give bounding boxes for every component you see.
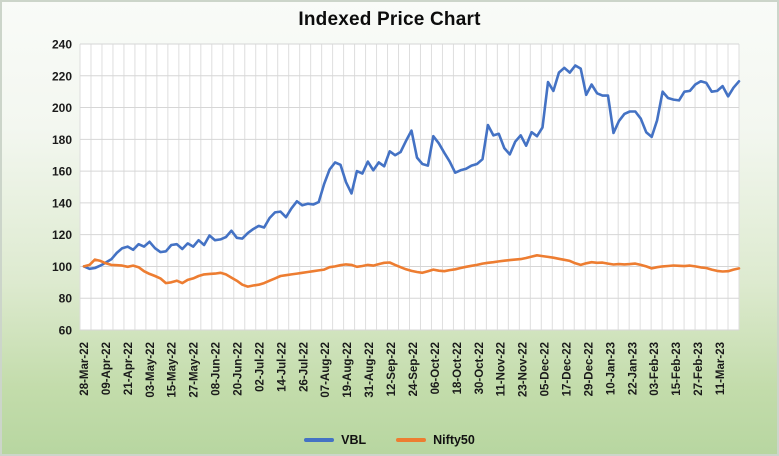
y-tick-label: 140 (52, 196, 72, 210)
x-tick-label: 15-Feb-23 (671, 342, 683, 396)
series-line-nifty50 (82, 254, 741, 288)
x-tick-label: 14-Jul-22 (276, 342, 288, 392)
x-tick-label: 30-Oct-22 (474, 342, 486, 394)
x-tick-label: 03-May-22 (145, 342, 157, 398)
x-tick-label: 05-Dec-22 (540, 342, 552, 396)
x-tick-label: 20-Jun-22 (233, 342, 245, 396)
x-tick-label: 26-Jul-22 (298, 342, 310, 392)
x-tick-label: 27-Feb-23 (693, 342, 705, 396)
chart-legend: VBL Nifty50 (0, 433, 779, 447)
y-tick-label: 180 (52, 133, 72, 147)
x-tick-label: 09-Apr-22 (101, 342, 113, 395)
x-tick-label: 12-Sep-22 (386, 342, 398, 396)
y-tick-label: 100 (52, 260, 72, 274)
chart-title: Indexed Price Chart (298, 9, 481, 30)
x-tick-label: 19-Aug-22 (342, 342, 354, 398)
x-tick-label: 15-May-22 (167, 342, 179, 398)
legend-item-nifty50: Nifty50 (396, 433, 475, 447)
x-tick-label: 24-Sep-22 (408, 342, 420, 396)
x-tick-label: 31-Aug-22 (364, 342, 376, 398)
legend-label-nifty50: Nifty50 (433, 433, 475, 447)
vbl-line-swatch (304, 438, 335, 442)
x-tick-label: 22-Jan-23 (627, 342, 639, 395)
y-tick-label: 60 (59, 324, 73, 338)
x-tick-label: 10-Jan-23 (605, 342, 617, 395)
y-tick-label: 200 (52, 101, 72, 115)
x-tick-label: 23-Nov-22 (518, 342, 530, 397)
x-tick-label: 07-Aug-22 (320, 342, 332, 398)
x-tick-label: 11-Mar-23 (715, 342, 727, 395)
x-tick-label: 21-Apr-22 (123, 342, 135, 395)
nifty50-line-swatch (396, 438, 427, 442)
y-tick-label: 120 (52, 228, 72, 242)
y-tick-label: 220 (52, 69, 72, 83)
x-tick-label: 03-Feb-23 (649, 342, 661, 396)
x-tick-label: 17-Dec-22 (561, 342, 573, 396)
y-tick-label: 160 (52, 165, 72, 179)
x-tick-label: 08-Jun-22 (211, 342, 223, 396)
legend-label-vbl: VBL (341, 433, 367, 447)
x-tick-label: 27-May-22 (189, 342, 201, 398)
x-tick-label: 11-Nov-22 (496, 342, 508, 396)
x-tick-label: 28-Mar-22 (79, 342, 91, 396)
y-tick-label: 80 (59, 292, 73, 306)
series-line-vbl (82, 64, 741, 271)
x-tick-label: 18-Oct-22 (452, 342, 464, 394)
x-tick-label: 02-Jul-22 (254, 342, 266, 392)
legend-item-vbl: VBL (304, 433, 366, 447)
y-tick-label: 240 (52, 38, 72, 52)
x-tick-label: 06-Oct-22 (430, 342, 442, 394)
x-tick-label: 29-Dec-22 (583, 342, 595, 396)
